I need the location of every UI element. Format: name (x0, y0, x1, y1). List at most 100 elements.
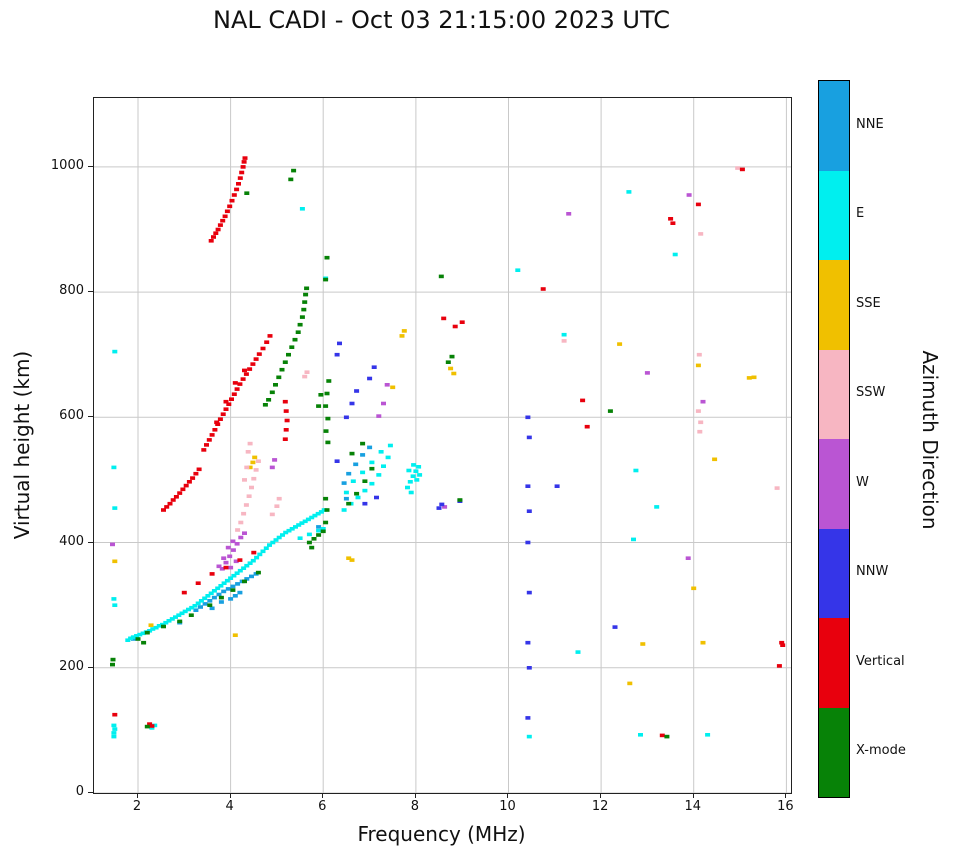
point-X-mode (311, 537, 317, 541)
point-E (633, 468, 639, 473)
point-X-mode (369, 466, 375, 471)
point-E (244, 563, 250, 568)
point-NNE (207, 599, 213, 603)
point-NNE (249, 574, 254, 579)
point-E (152, 723, 158, 728)
point-NNE (244, 577, 250, 581)
point-X-mode (292, 337, 298, 342)
point-Vertical (204, 443, 209, 447)
plot-area (93, 97, 792, 794)
point-E (376, 473, 382, 477)
point-NNW (612, 625, 618, 629)
point-X-mode (664, 734, 670, 739)
point-W (233, 559, 239, 564)
point-SSE (399, 334, 405, 338)
point-W (644, 371, 650, 375)
point-W (216, 564, 222, 569)
point-E (407, 480, 413, 484)
point-Vertical (213, 231, 219, 235)
point-SSE (148, 623, 154, 627)
point-X-mode (299, 315, 305, 319)
point-NNW (525, 640, 531, 645)
colorbar-label-SSW: SSW (856, 385, 886, 401)
point-X-mode (266, 398, 272, 402)
point-E (305, 517, 311, 522)
point-Vertical (227, 204, 233, 209)
x-tick-label: 10 (499, 799, 516, 814)
point-Vertical (253, 357, 259, 361)
point-Vertical (112, 712, 118, 717)
point-X-mode (325, 440, 331, 445)
colorbar-segment-E (819, 170, 849, 260)
point-W (238, 535, 244, 540)
point-X-mode (324, 255, 330, 260)
point-NNE (232, 594, 238, 598)
point-Vertical (223, 407, 229, 411)
point-E (247, 561, 253, 565)
point-Vertical (236, 182, 241, 186)
point-Vertical (223, 565, 229, 570)
colorbar-label-SSE: SSE (856, 295, 881, 311)
point-E (631, 537, 636, 542)
point-E (309, 515, 315, 520)
point-X-mode (316, 404, 322, 408)
point-E (378, 450, 384, 454)
point-W (381, 401, 386, 406)
point-SSW (269, 512, 275, 517)
point-E (296, 523, 302, 527)
point-NNW (362, 501, 368, 506)
point-W (700, 399, 706, 404)
point-NNW (525, 484, 531, 488)
point-Vertical (190, 476, 196, 480)
colorbar-segment-W (819, 439, 849, 529)
point-E (128, 636, 134, 641)
point-Vertical (161, 508, 166, 512)
point-SSW (735, 166, 741, 170)
point-Vertical (217, 417, 223, 421)
point-SSE (700, 640, 706, 645)
point-E (267, 543, 272, 547)
point-W (685, 556, 691, 560)
point-Vertical (223, 399, 229, 404)
y-tick-mark (88, 792, 93, 793)
point-E (320, 527, 326, 531)
y-tick-mark (88, 291, 93, 293)
point-W (110, 542, 115, 547)
point-Vertical (282, 437, 288, 441)
point-Vertical (441, 316, 447, 321)
point-Vertical (214, 420, 220, 425)
colorbar-segment-NNE (819, 81, 849, 171)
point-Vertical (267, 334, 273, 338)
point-Vertical (180, 487, 186, 492)
x-tick-label: 6 (318, 799, 327, 814)
point-X-mode (607, 409, 613, 413)
point-E (270, 540, 276, 545)
point-E (208, 591, 214, 596)
point-E (125, 638, 131, 642)
point-X-mode (269, 390, 275, 395)
point-X-mode (161, 624, 166, 629)
point-E (263, 546, 269, 550)
point-X-mode (288, 177, 294, 182)
point-E (306, 532, 312, 537)
point-SSW (304, 370, 310, 374)
point-X-mode (325, 416, 331, 421)
point-Vertical (232, 381, 238, 385)
point-NNW (526, 435, 532, 440)
point-E (705, 733, 711, 737)
point-SSW (253, 468, 259, 472)
point-W (230, 539, 236, 544)
point-NNE (202, 602, 208, 606)
colorbar-label-NNE: NNE (856, 116, 884, 132)
x-tick-mark (507, 793, 509, 798)
point-SSW (698, 232, 704, 236)
x-tick-mark (229, 793, 231, 798)
point-E (381, 464, 386, 468)
point-SSE (751, 375, 757, 380)
point-Vertical (779, 640, 785, 645)
point-X-mode (207, 603, 213, 607)
point-Vertical (670, 221, 676, 225)
point-Vertical (240, 377, 246, 381)
point-SSW (243, 503, 249, 507)
